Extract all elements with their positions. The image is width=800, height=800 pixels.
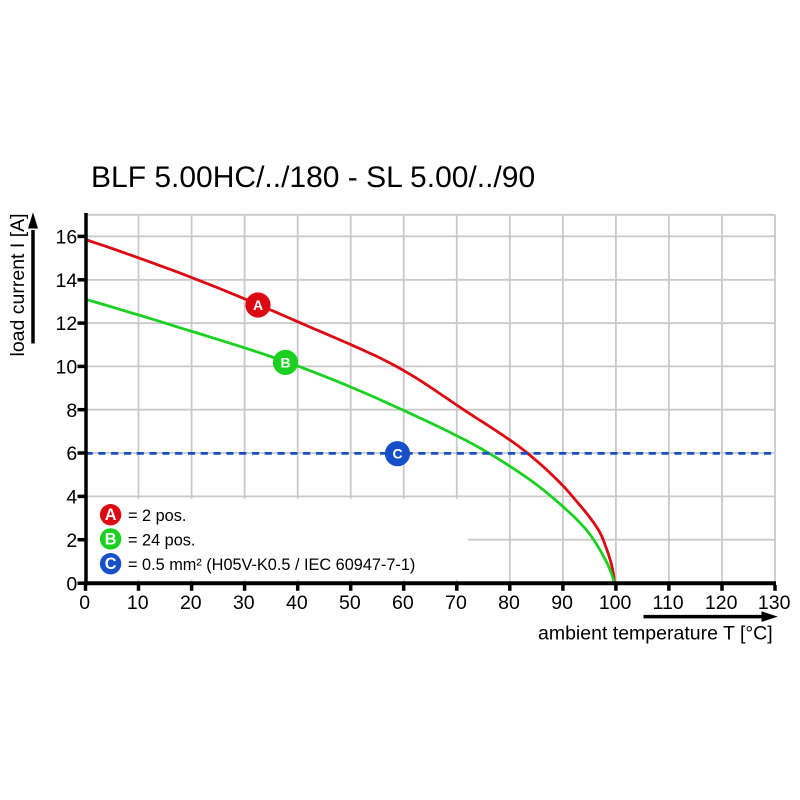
svg-text:= 2 pos.: = 2 pos. [128, 507, 186, 525]
svg-text:BLF 5.00HC/../180 - SL 5.00/..: BLF 5.00HC/../180 - SL 5.00/../90 [91, 161, 535, 194]
svg-text:B: B [105, 530, 117, 548]
svg-text:4: 4 [66, 487, 77, 509]
svg-text:A: A [105, 506, 117, 524]
svg-text:100: 100 [599, 592, 632, 614]
svg-text:A: A [253, 297, 263, 313]
svg-text:0: 0 [79, 592, 90, 614]
svg-text:2: 2 [66, 530, 77, 552]
svg-text:120: 120 [705, 592, 738, 614]
svg-text:40: 40 [286, 592, 308, 614]
svg-text:B: B [280, 354, 290, 370]
svg-text:= 0.5 mm² (H05V-K0.5 / IEC 609: = 0.5 mm² (H05V-K0.5 / IEC 60947-7-1) [128, 556, 415, 574]
svg-text:6: 6 [66, 443, 77, 465]
svg-text:ambient temperature T [°C]: ambient temperature T [°C] [538, 622, 773, 644]
svg-text:= 24 pos.: = 24 pos. [128, 532, 195, 550]
svg-text:60: 60 [392, 592, 414, 614]
svg-text:12: 12 [55, 313, 77, 335]
svg-text:10: 10 [127, 592, 149, 614]
svg-text:80: 80 [498, 592, 520, 614]
svg-text:14: 14 [55, 270, 77, 292]
svg-text:8: 8 [66, 400, 77, 422]
svg-text:load current I [A]: load current I [A] [7, 213, 29, 356]
svg-text:70: 70 [445, 592, 467, 614]
svg-text:C: C [392, 446, 402, 462]
svg-text:20: 20 [180, 592, 202, 614]
svg-text:50: 50 [339, 592, 361, 614]
svg-text:10: 10 [55, 357, 77, 379]
svg-text:30: 30 [233, 592, 255, 614]
svg-text:C: C [105, 555, 117, 573]
svg-text:0: 0 [66, 573, 77, 595]
svg-text:110: 110 [653, 592, 684, 614]
svg-text:90: 90 [551, 592, 573, 614]
svg-text:16: 16 [55, 227, 77, 249]
svg-text:130: 130 [758, 592, 791, 614]
